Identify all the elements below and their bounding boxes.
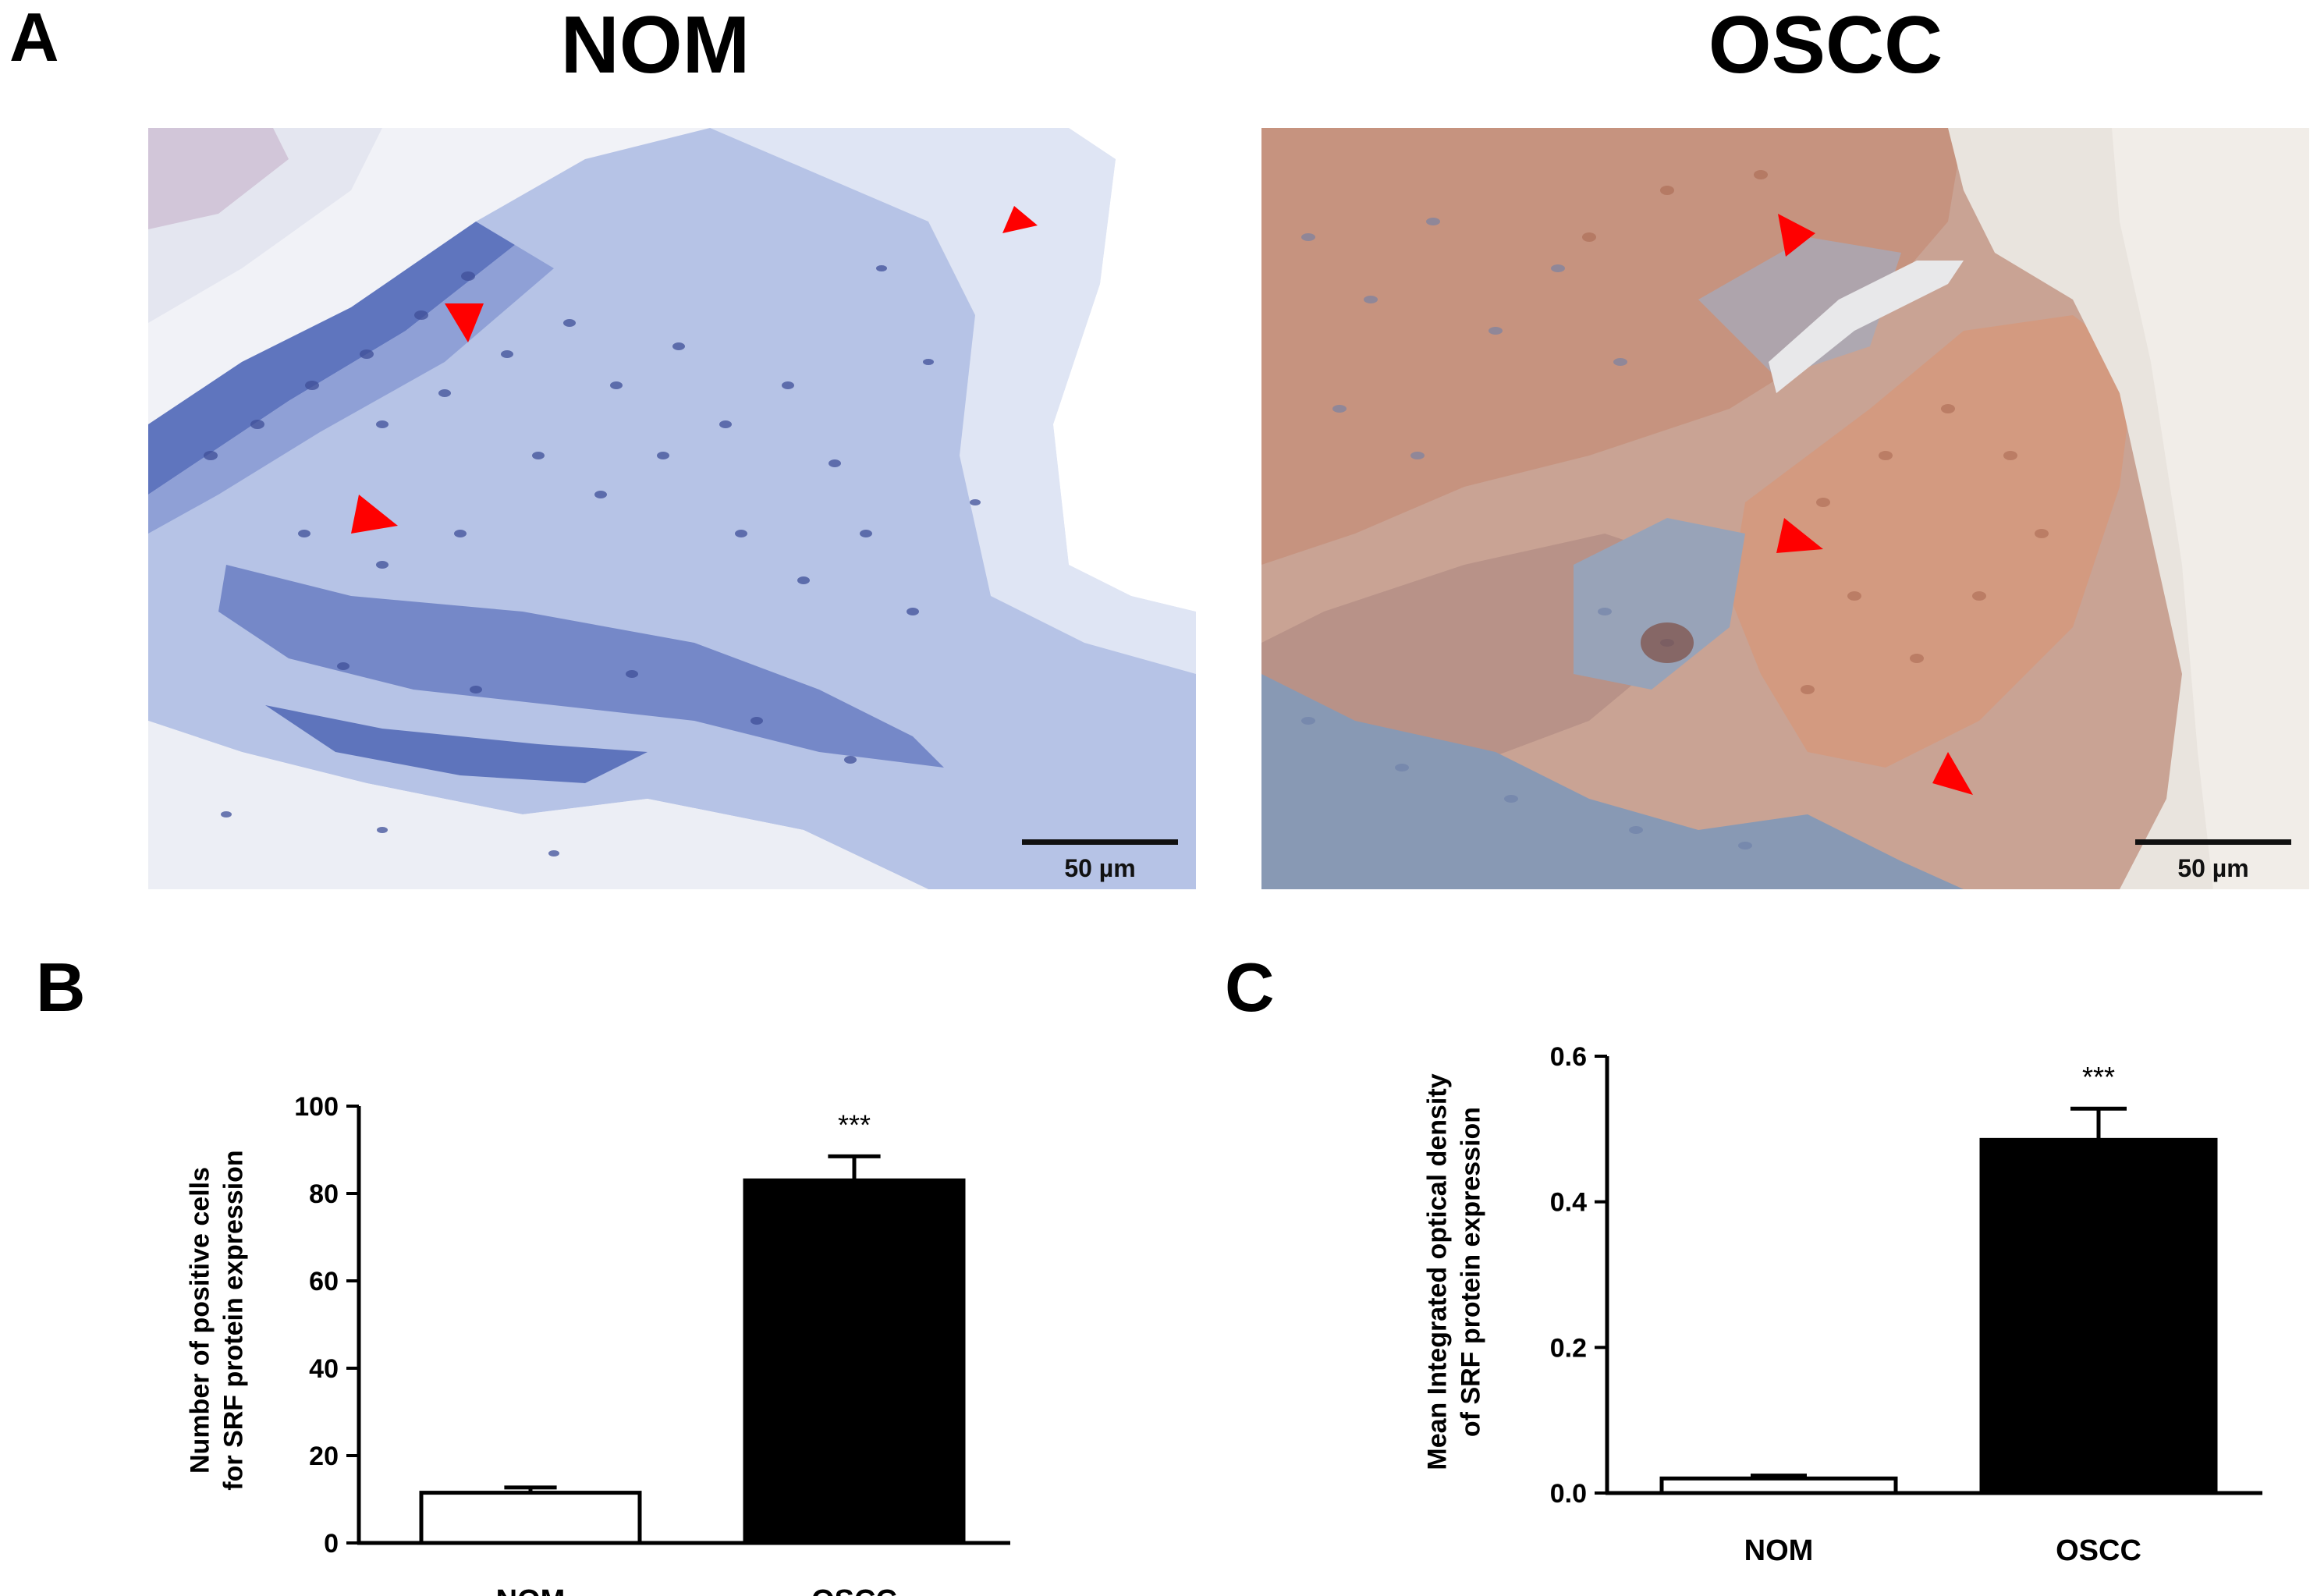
chart-b-bar-oscc — [743, 1178, 966, 1545]
oscc-micrograph-svg: 50 µm — [1261, 128, 2309, 889]
chart-b-y-tick-label: 60 — [309, 1267, 339, 1296]
nom-micrograph-svg: 50 µm — [148, 128, 1196, 889]
chart-b-svg: 0 20 40 60 80 100 NOM OSCC *** — [294, 1092, 1010, 1596]
chart-c-ylabel: Mean Integrated optical density of SRF p… — [1421, 1073, 1488, 1470]
chart-c-bar-nom — [1659, 1476, 1898, 1495]
chart-b-y-tick-label: 80 — [309, 1179, 339, 1209]
chart-c: 0.0 0.2 0.4 0.6 NOM OSCC *** — [1506, 1022, 2286, 1568]
chart-b: 0 20 40 60 80 100 NOM OSCC *** — [265, 1076, 1045, 1596]
chart-b-y-tick-label: 0 — [324, 1529, 339, 1559]
chart-c-category-label: NOM — [1744, 1534, 1814, 1567]
chart-c-significance-label: *** — [2082, 1061, 2115, 1093]
chart-b-y-tick-label: 100 — [294, 1092, 339, 1122]
oscc-image-title: OSCC — [1708, 0, 1943, 90]
oscc-scale-bar-label: 50 µm — [2177, 854, 2248, 882]
nom-scale-bar-label: 50 µm — [1064, 854, 1135, 882]
chart-c-y-tick-label: 0.0 — [1550, 1479, 1587, 1509]
chart-b-ylabel: Number of positive cells for SRF protein… — [184, 1150, 250, 1490]
chart-b-ylabel-wrap: Number of positive cells for SRF protein… — [178, 1101, 256, 1538]
chart-b-category-label: OSCC — [811, 1584, 897, 1596]
panel-label-a: A — [9, 0, 59, 76]
chart-c-category-label: OSCC — [2056, 1534, 2141, 1567]
chart-b-y-tick-label: 40 — [309, 1354, 339, 1384]
panel-label-c: C — [1225, 949, 1275, 1026]
chart-b-bar-nom — [419, 1491, 642, 1545]
nom-arrowheads — [351, 206, 1038, 534]
chart-b-significance-label: *** — [838, 1108, 871, 1140]
chart-b-ylabel-line-1: Number of positive cells — [185, 1166, 215, 1474]
chart-c-ylabel-line-1: Mean Integrated optical density — [1422, 1073, 1453, 1470]
chart-c-ylabel-wrap: Mean Integrated optical density of SRF p… — [1407, 1022, 1501, 1521]
chart-b-ylabel-line-2: for SRF protein expression — [218, 1149, 248, 1491]
chart-c-bar-oscc — [1979, 1137, 2218, 1495]
oscc-micrograph: 50 µm — [1261, 128, 2309, 889]
chart-c-y-tick-label: 0.6 — [1550, 1042, 1587, 1072]
chart-b-category-label: NOM — [496, 1584, 566, 1596]
chart-c-svg: 0.0 0.2 0.4 0.6 NOM OSCC *** — [1550, 1042, 2262, 1567]
oscc-arrowheads — [1776, 214, 1973, 795]
chart-b-y-tick-label: 20 — [309, 1442, 339, 1471]
nom-micrograph: 50 µm — [148, 128, 1196, 889]
panel-label-b: B — [36, 949, 86, 1026]
chart-c-ylabel-line-2: of SRF protein expression — [1456, 1106, 1485, 1437]
chart-c-y-tick-label: 0.2 — [1550, 1333, 1587, 1363]
nom-image-title: NOM — [560, 0, 750, 90]
chart-c-y-tick-label: 0.4 — [1550, 1188, 1587, 1218]
